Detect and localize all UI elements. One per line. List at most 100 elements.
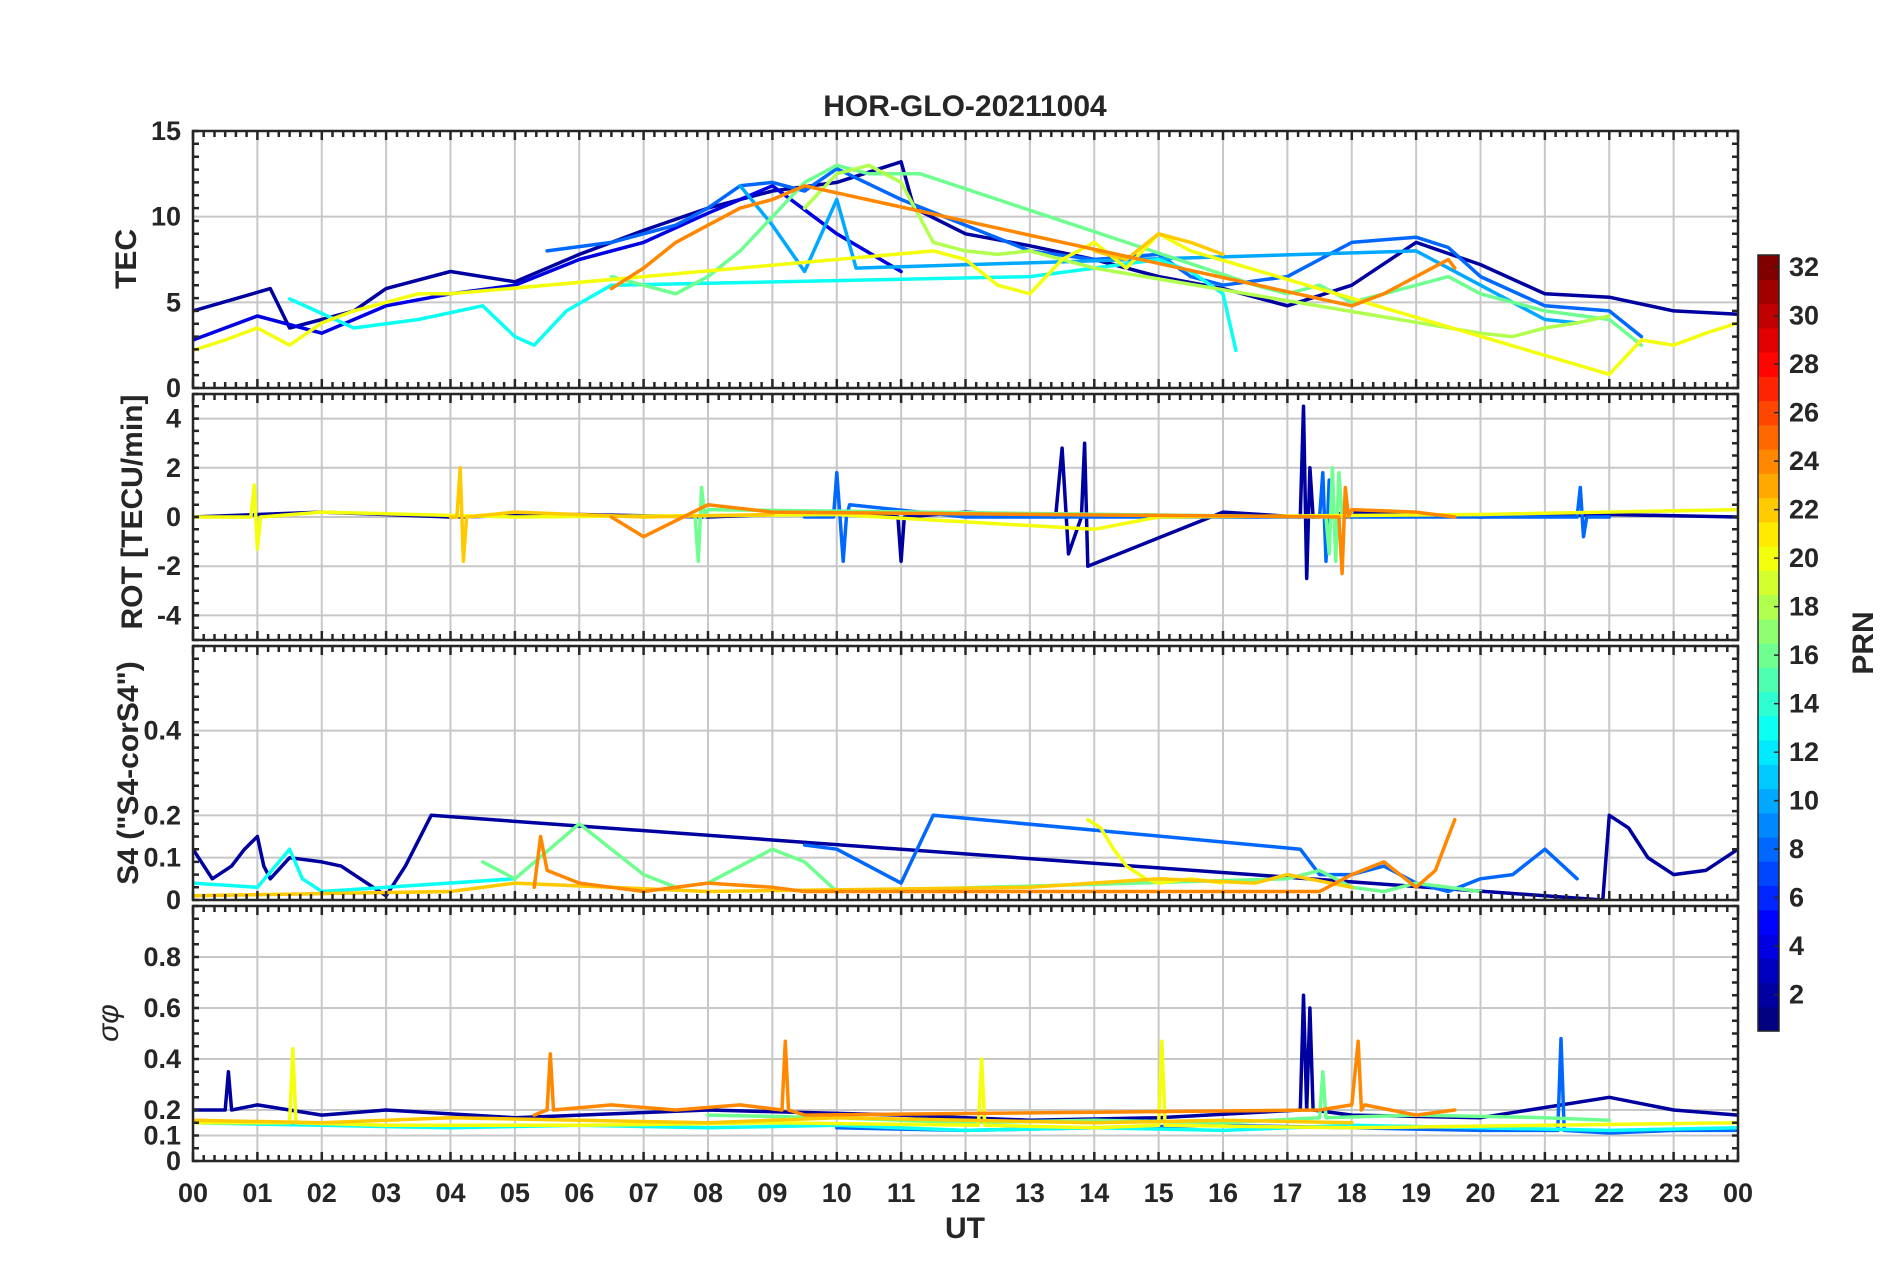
y-tick-label: 0: [166, 885, 181, 915]
tec-axes-frame: [191, 129, 1740, 390]
x-tick-label: 12: [950, 1178, 980, 1208]
x-tick-label: 09: [757, 1178, 787, 1208]
series-line-prn-20: [193, 232, 1738, 377]
x-tick-label: 18: [1337, 1178, 1367, 1208]
x-tick-label: 22: [1594, 1178, 1624, 1208]
colorbar-cell: [1758, 643, 1779, 668]
x-tick-label: 20: [1465, 1178, 1495, 1208]
x-minor-ticks: [191, 646, 1740, 900]
x-tick-label: 02: [307, 1178, 337, 1208]
series-line-prn-24: [609, 485, 1457, 576]
series-line-prn-22: [1092, 232, 1225, 262]
series-line-prn-20: [1086, 817, 1225, 885]
colorbar-tick-label: 10: [1789, 786, 1819, 816]
colorbar-cell: [1758, 958, 1779, 984]
series-line-prn-20: [193, 1039, 1738, 1130]
sigma-phi-series-group: [193, 993, 1738, 1135]
colorbar-cell: [1758, 327, 1779, 353]
s4-y-tick-labels: 0 0.1 0.2 0.4: [143, 716, 181, 915]
colorbar-cell: [1758, 376, 1779, 402]
colorbar-cell: [1758, 788, 1779, 814]
colorbar-cell: [1758, 424, 1779, 450]
x-minor-ticks: [191, 906, 1740, 1161]
y-tick-label: 0.1: [143, 1121, 181, 1151]
y-tick-label: 0.1: [143, 843, 181, 873]
colorbar-cell: [1758, 618, 1779, 644]
colorbar-frame: [1757, 254, 1780, 1032]
x-tick-label: 00: [178, 1178, 208, 1208]
sigma-phi-y-tick-labels: 00.10.2 0.4 0.6 0.8: [143, 942, 181, 1176]
series-line-prn-24: [609, 184, 1457, 308]
colorbar-tick-label: 28: [1789, 349, 1819, 379]
y-tick-label: 0.4: [143, 1044, 181, 1074]
colorbar-cell: [1758, 303, 1779, 329]
rot-y-axis-label: ROT [TECU/min]: [116, 395, 149, 630]
x-tick-label: 11: [887, 1178, 916, 1208]
colorbar-tick-label: 20: [1789, 543, 1819, 573]
colorbar-cell: [1758, 837, 1779, 862]
tec-y-tick-labels: 0 5 10 15: [151, 116, 181, 403]
colorbar-tick-label: 26: [1789, 398, 1819, 428]
colorbar-cell: [1758, 497, 1779, 523]
x-tick-label: 14: [1079, 1178, 1109, 1208]
colorbar-tick-label: 16: [1789, 640, 1819, 670]
colorbar-cell: [1758, 352, 1779, 377]
colorbar-tick-label: 18: [1789, 592, 1819, 622]
colorbar-cell: [1758, 764, 1779, 790]
y-tick-label: 2: [166, 453, 181, 483]
series-line-prn-16: [480, 822, 1483, 894]
x-tick-label: 07: [629, 1178, 659, 1208]
colorbar-cell: [1758, 400, 1779, 426]
series-line-prn-24: [532, 1039, 1457, 1117]
colorbar-cell: [1758, 861, 1779, 887]
colorbar-tick-label: 24: [1789, 446, 1819, 476]
x-tick-label: 15: [1144, 1178, 1174, 1208]
panel-sigma-phi: 00.10.2 0.4 0.6 0.8 σφ: [92, 904, 1740, 1176]
y-tick-label: 10: [151, 202, 181, 232]
colorbar-label: PRN: [1847, 611, 1880, 674]
colorbar-cell: [1758, 546, 1779, 571]
tec-series-group: [193, 160, 1738, 377]
y-minor-ticks: [193, 904, 1738, 1163]
s4-grid: [192, 646, 1739, 901]
y-tick-label: 0: [166, 1146, 181, 1176]
y-tick-label: 0: [166, 373, 181, 403]
x-tick-label: 23: [1659, 1178, 1689, 1208]
y-tick-label: 0.2: [143, 800, 181, 830]
y-tick-label: -2: [157, 551, 181, 581]
y-tick-label: 0.4: [143, 716, 181, 746]
y-minor-ticks: [193, 644, 1738, 902]
y-tick-label: 0: [166, 502, 181, 532]
y-tick-label: 0.8: [143, 942, 181, 972]
colorbar-cell: [1758, 740, 1779, 765]
series-line-prn-18: [802, 163, 1612, 339]
colorbar-cell: [1758, 570, 1779, 596]
x-tick-label: 17: [1272, 1178, 1302, 1208]
x-tick-label: 08: [693, 1178, 723, 1208]
x-tick-label: 01: [242, 1178, 272, 1208]
x-axis-label: UT: [945, 1212, 985, 1245]
y-minor-ticks: [193, 129, 1738, 390]
colorbar-cell: [1758, 885, 1779, 911]
s4-axes-frame: [191, 644, 1740, 902]
colorbar-cell: [1758, 521, 1779, 547]
x-tick-label: 16: [1208, 1178, 1238, 1208]
series-line-prn-13: [193, 847, 517, 894]
y-tick-label: 4: [166, 404, 181, 434]
x-tick-labels: 00 01 02 03 04 05 06 07 08 09 10 11 12 13 14 15 16 17 18 19…: [178, 1178, 1753, 1208]
colorbar-cell: [1758, 279, 1779, 305]
colorbar-cell: [1758, 982, 1779, 1008]
panel-s4: 0 0.1 0.2 0.4 S4 ("S4-corS4"): [112, 644, 1740, 915]
series-line-prn-22: [193, 872, 1354, 898]
panel-tec: 0 5 10 15 TEC: [110, 116, 1740, 403]
colorbar-cell: [1758, 473, 1779, 499]
x-tick-label: 10: [822, 1178, 852, 1208]
colorbar-cell: [1758, 1006, 1779, 1032]
colorbar-cell: [1758, 594, 1779, 620]
x-tick-label: 13: [1015, 1178, 1045, 1208]
series-line-prn-10: [738, 184, 1579, 325]
colorbar-cell: [1758, 255, 1779, 280]
